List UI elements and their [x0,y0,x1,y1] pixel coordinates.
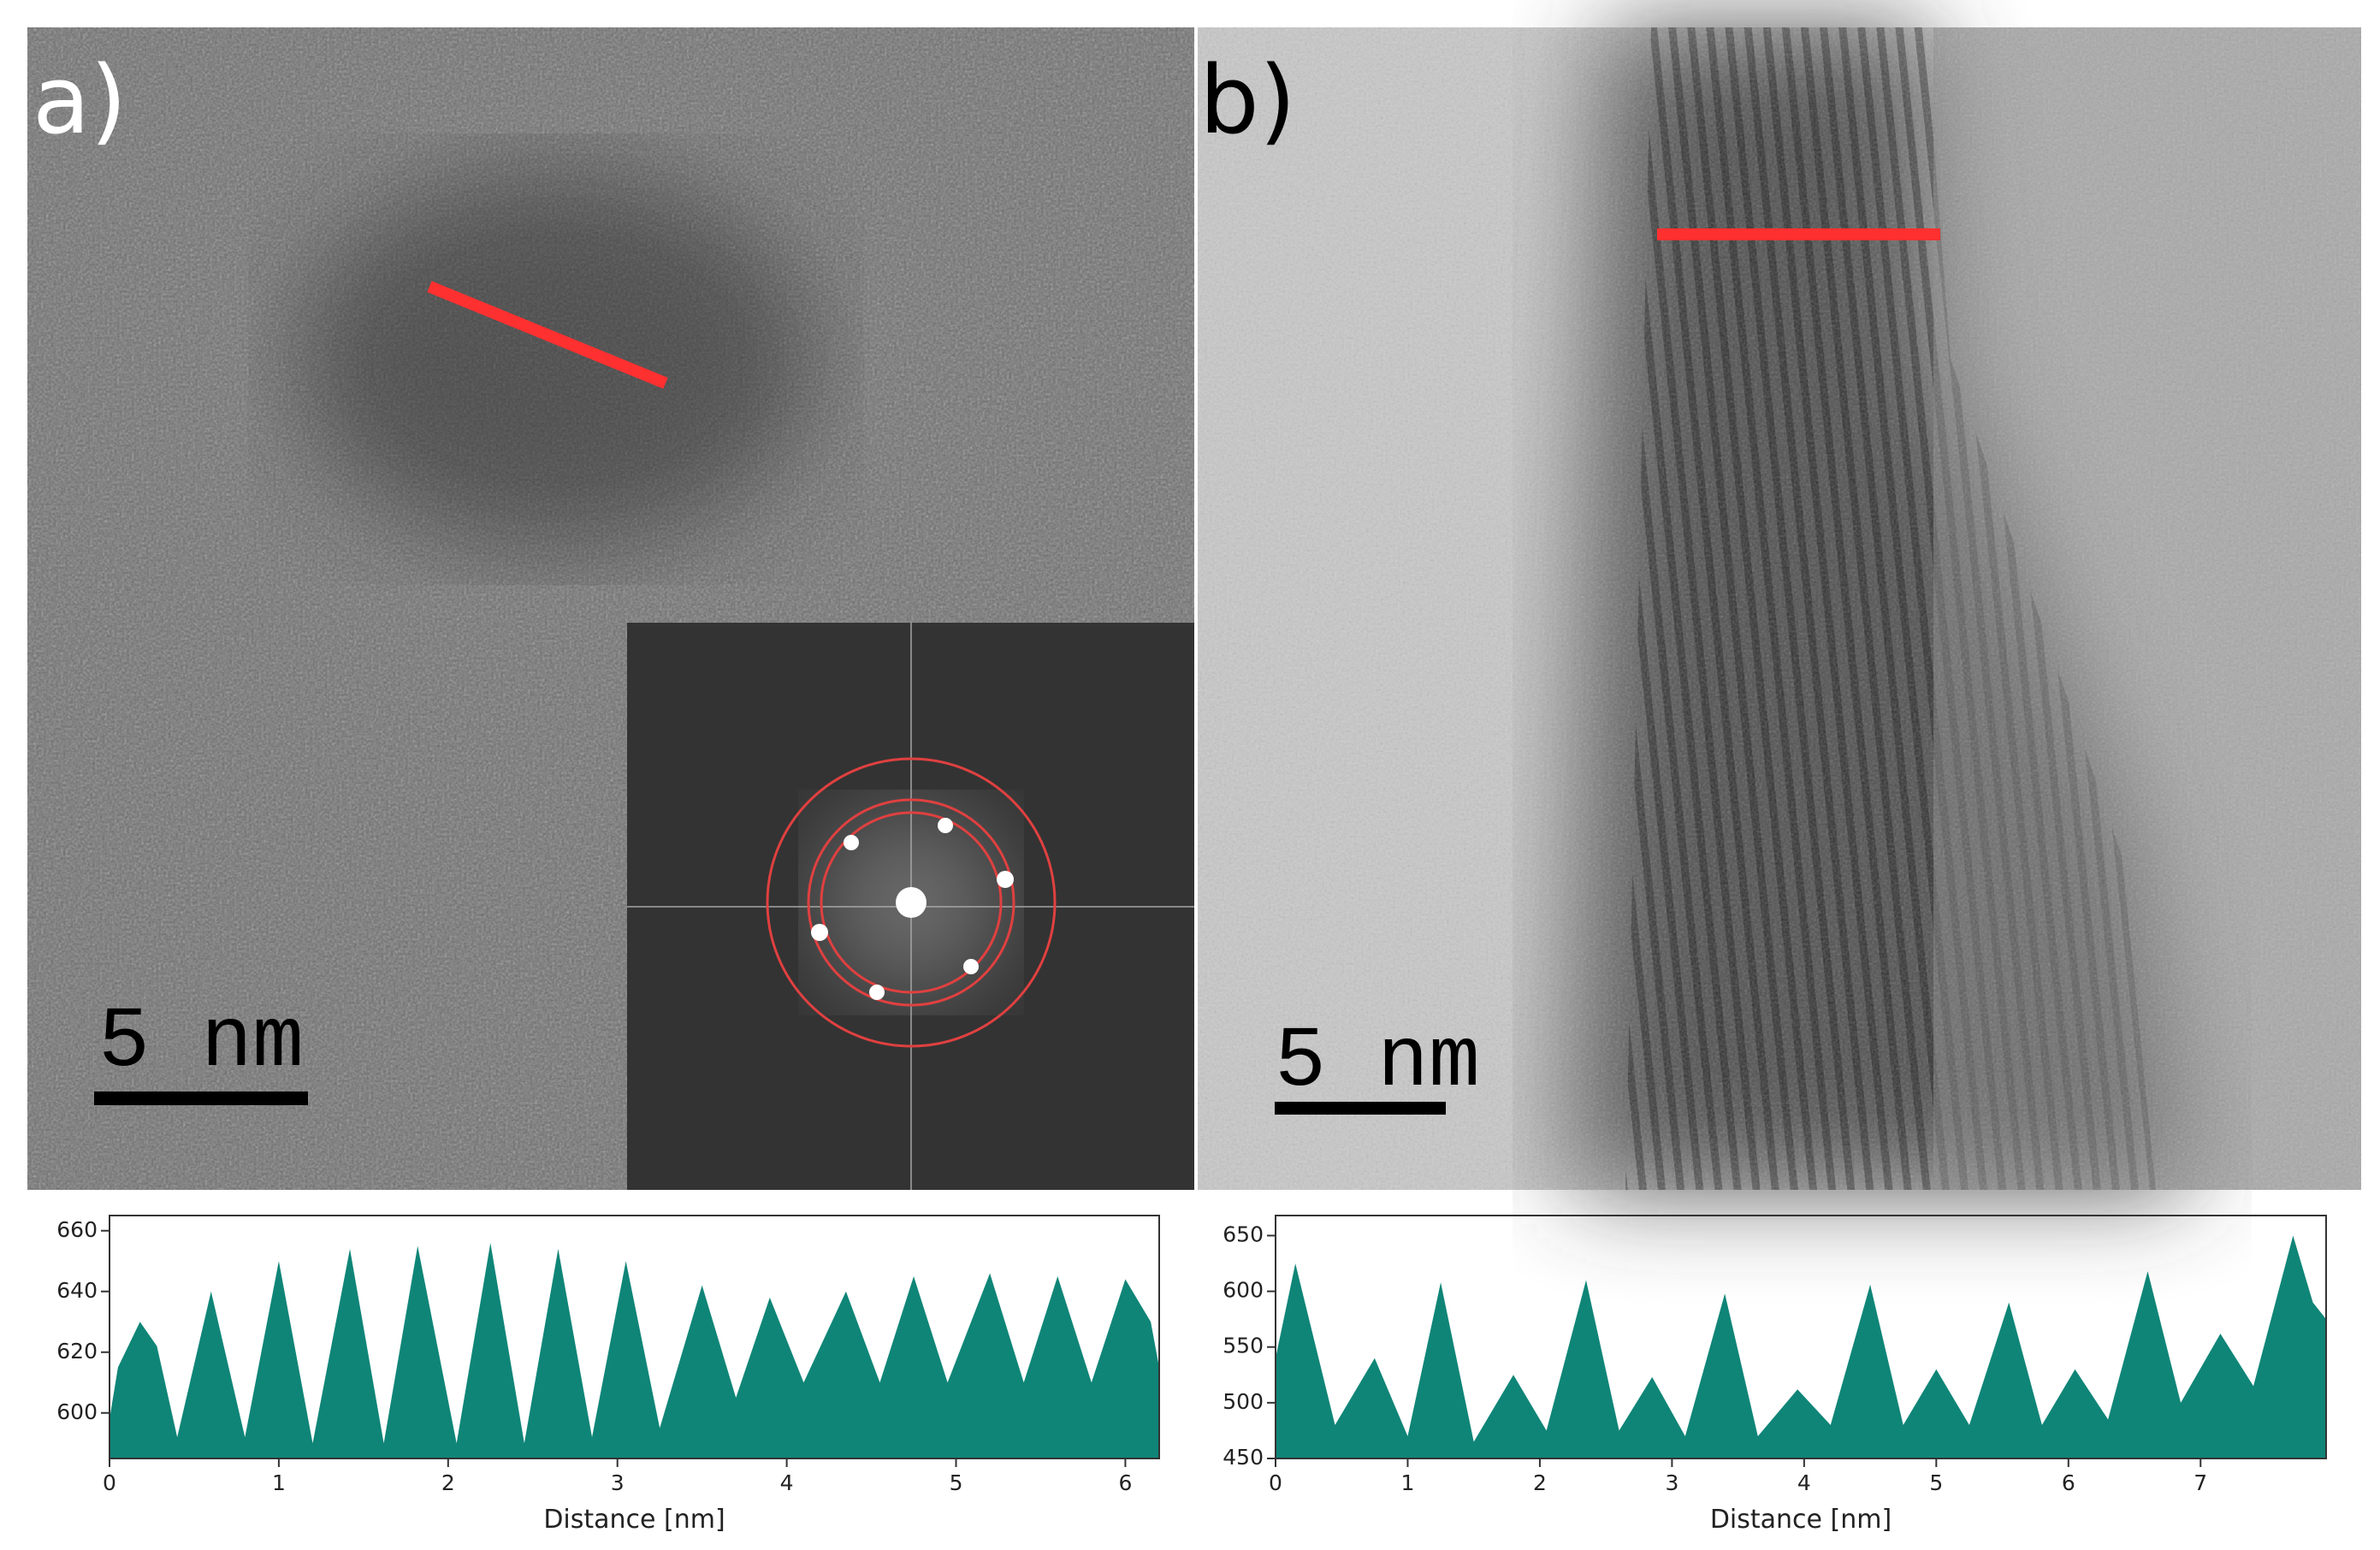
x-axis-label: Distance [nm] [543,1505,725,1535]
y-tick-label: 600 [1223,1278,1264,1303]
x-tick-label: 6 [2062,1470,2075,1495]
scale-bar [94,1092,308,1105]
x-axis-label: Distance [nm] [1710,1505,1892,1535]
x-tick-label: 0 [1269,1470,1282,1495]
y-tick-label: 500 [1223,1389,1264,1414]
plot-frame [1275,1215,2327,1459]
panel-label: b) [1199,45,1296,155]
x-tick-label: 7 [2194,1470,2207,1495]
x-tick-label: 1 [272,1470,286,1495]
panel-label: a) [33,45,127,155]
x-tick-label: 3 [1665,1470,1678,1495]
scale-bar-label: 5 nm [98,995,304,1092]
profile-area [1276,1235,2326,1458]
x-tick-label: 5 [950,1470,963,1495]
y-tick-label: 640 [56,1278,98,1303]
fft-spots [811,818,1014,1000]
x-tick-label: 5 [1929,1470,1943,1495]
profile-area [110,1242,1159,1458]
scale-bar [1275,1102,1446,1115]
y-tick-label: 600 [56,1399,98,1424]
fft-ring [766,757,1057,1048]
y-tick-label: 660 [56,1217,98,1242]
image-texture [1198,27,2361,1190]
crystal-region [299,171,813,547]
scale-bar-label: 5 nm [1275,1015,1480,1111]
fft-ring [820,811,1003,994]
x-tick-label: 4 [780,1470,794,1495]
fft-ring [807,798,1015,1007]
x-tick-label: 3 [611,1470,625,1495]
x-tick-label: 0 [103,1470,116,1495]
fft-spot [896,887,927,918]
y-tick-label: 450 [1223,1445,1264,1470]
plot-frame [109,1215,1160,1459]
x-tick-label: 1 [1401,1470,1415,1495]
y-tick-label: 650 [1223,1222,1264,1246]
y-tick-label: 620 [56,1339,98,1364]
x-tick-label: 6 [1118,1470,1132,1495]
x-tick-label: 4 [1797,1470,1811,1495]
y-tick-label: 550 [1223,1334,1264,1358]
x-tick-label: 2 [1533,1470,1547,1495]
x-tick-label: 2 [441,1470,455,1495]
profile-line [427,281,668,389]
